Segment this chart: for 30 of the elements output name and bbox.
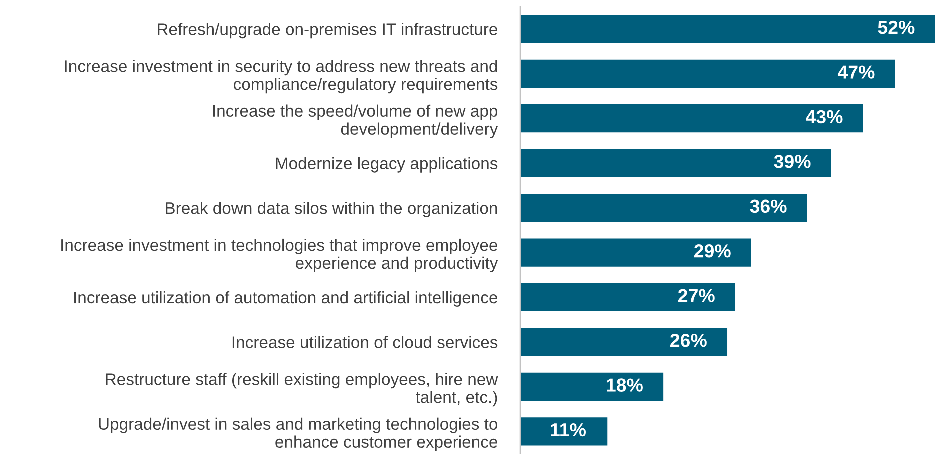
bar [520,58,897,90]
y-tick-label: Restructure staff (reskill existing employees, hire new talent, etc.) [106,373,498,407]
bar [520,282,737,313]
data-label: 29% [694,244,731,258]
bar [520,237,753,268]
bar [520,416,610,448]
data-label: 43% [806,110,843,124]
bar [520,148,833,179]
data-label: 52% [878,20,915,34]
data-label: 27% [678,289,715,302]
bar [520,14,936,45]
data-label: 26% [670,334,707,348]
y-tick-label: Break down data silos within the organization [166,202,498,218]
y-tick-label: Increase investment in security to address new threats and compliance/regulatory requirements [65,60,498,94]
y-tick-label: Increase the speed/volume of new app development/delivery [213,104,498,138]
data-label: 11% [551,423,586,437]
bar [520,192,809,224]
bar [520,103,865,134]
y-tick-label: Increase investment in technologies that improve employee experience and productivity [62,238,498,272]
y-tick-label: Modernize legacy applications [276,157,498,173]
data-label: 36% [750,200,787,214]
y-tick-label: Refresh/upgrade on-premises IT infrastructure [158,23,498,39]
bar [520,326,729,358]
y-tick-label: Increase utilization of cloud services [232,336,498,348]
data-label: 18% [607,378,643,392]
bar [520,371,665,402]
y-tick-label: Increase utilization of automation and artificial intelligence [74,291,498,307]
data-label: 47% [838,66,875,79]
data-label: 39% [774,155,811,168]
y-tick-label: Upgrade/invest in sales and marketing technologies to enhance customer experience [99,418,498,452]
